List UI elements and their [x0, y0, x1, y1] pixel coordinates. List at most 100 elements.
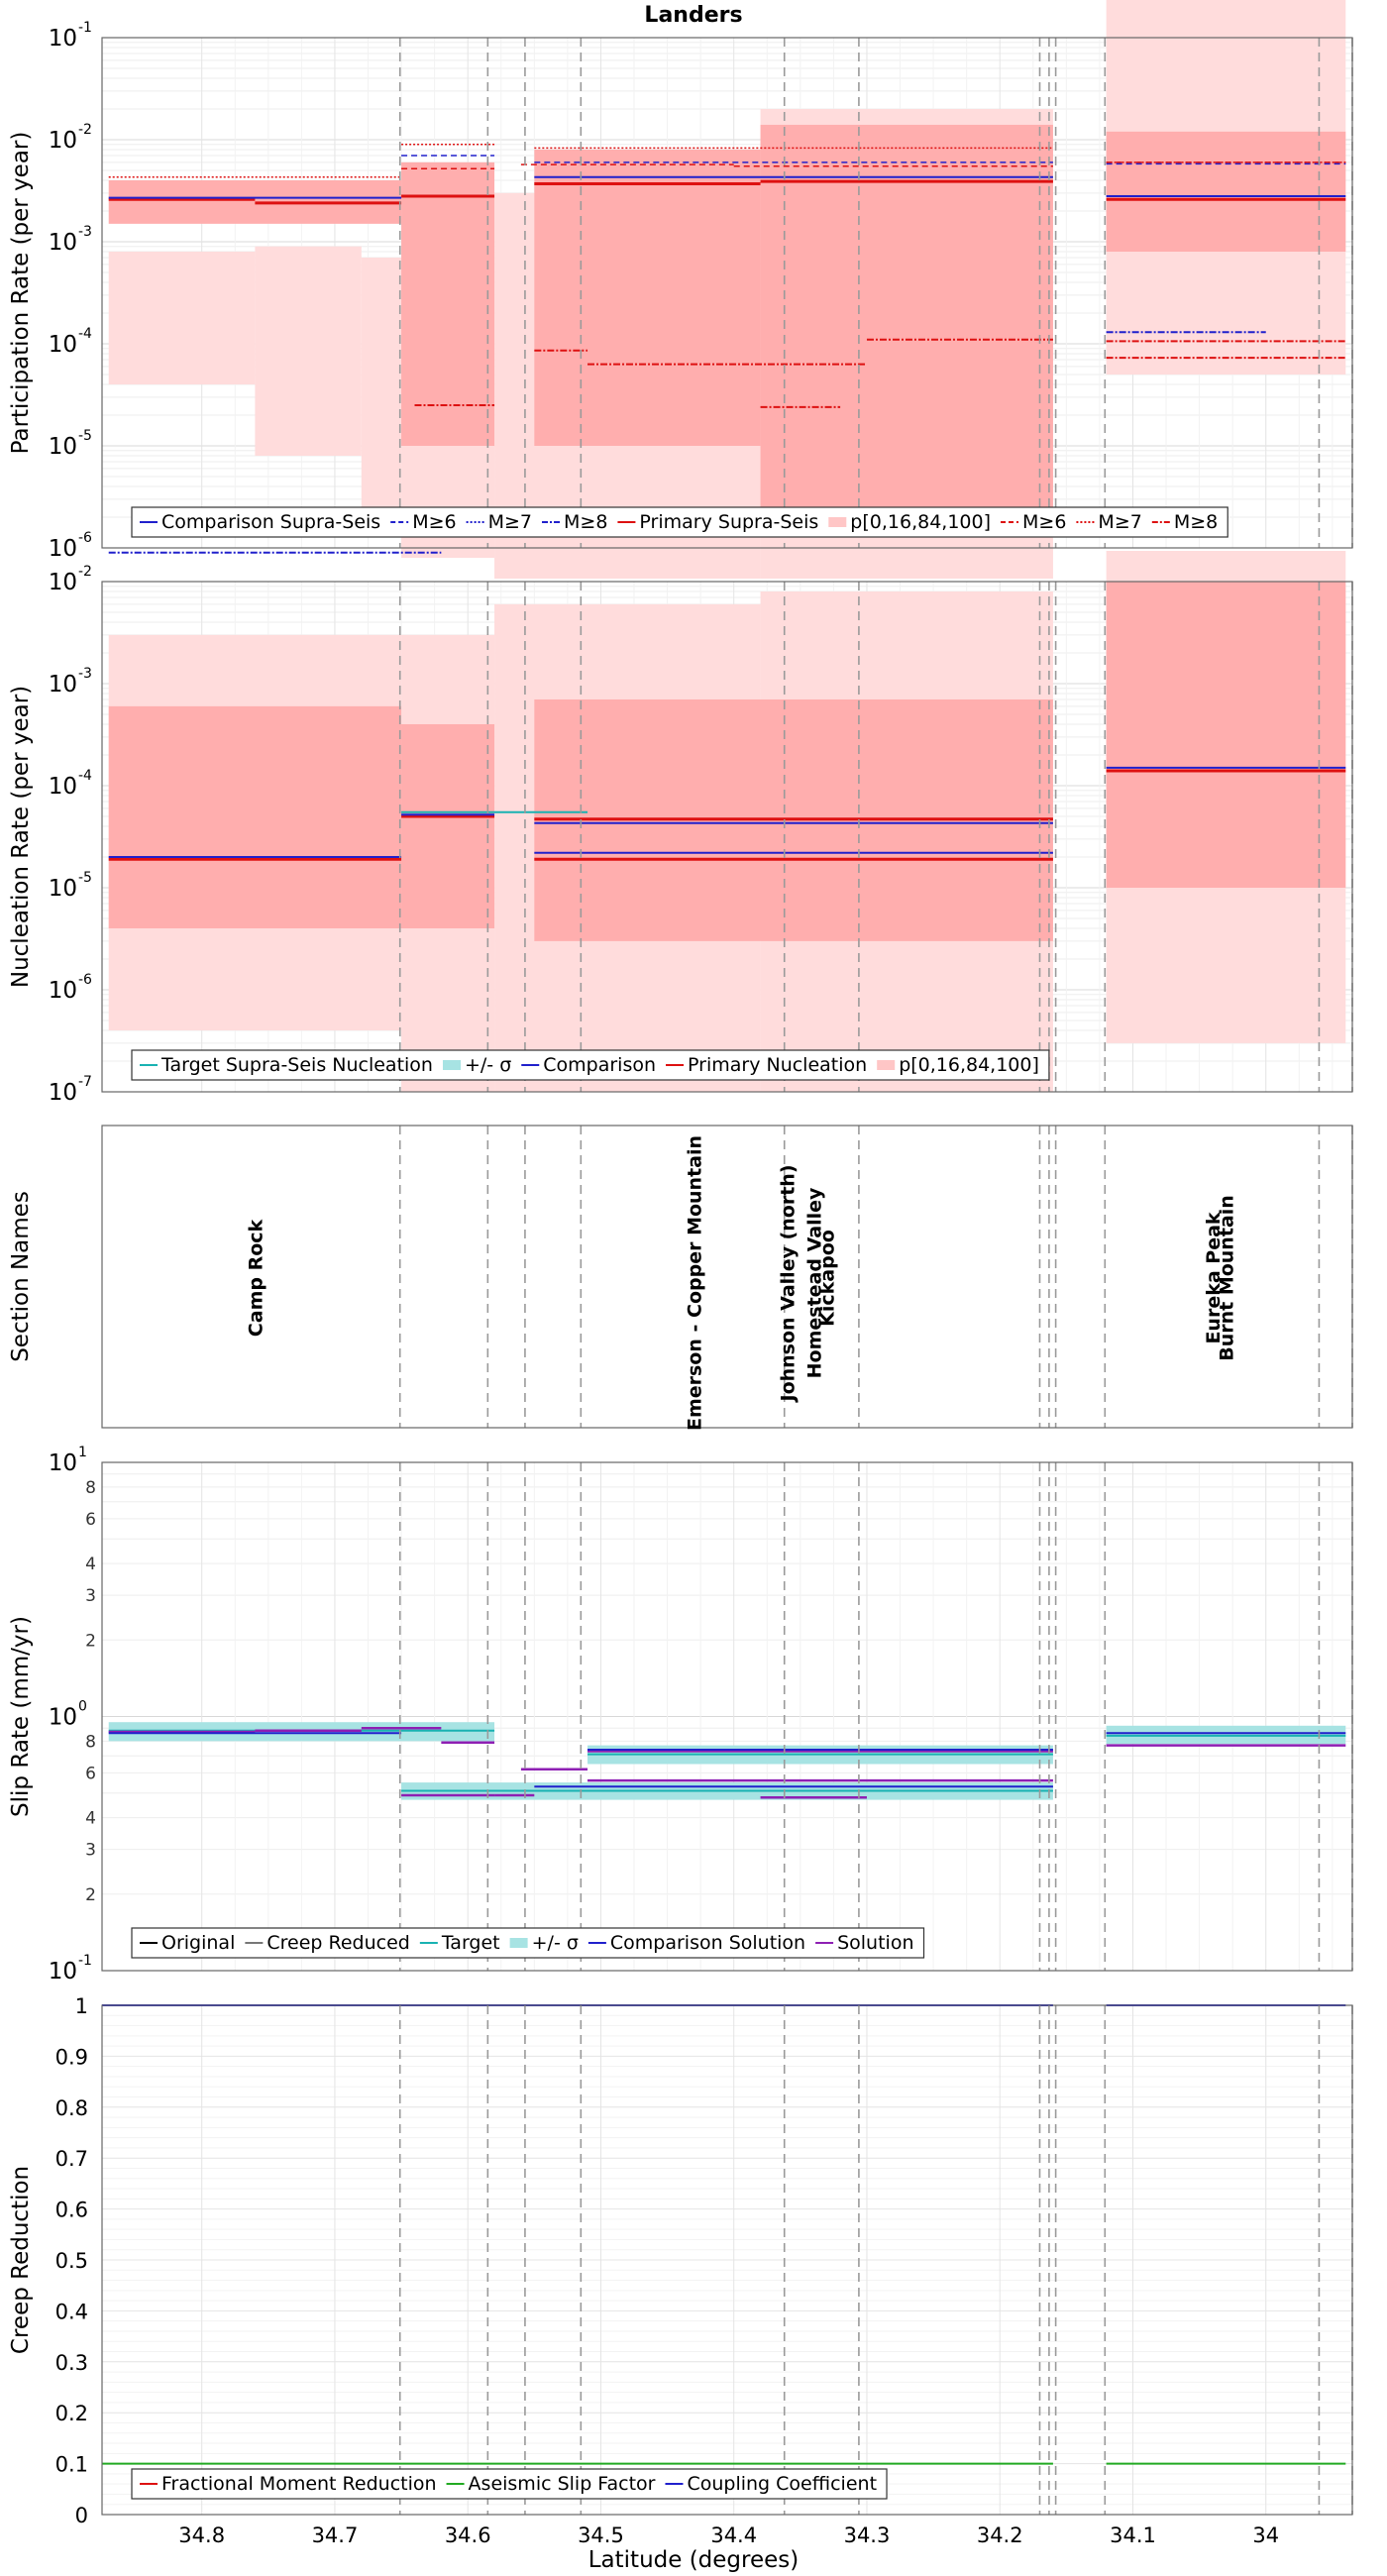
x-tick-label: 34.3	[844, 2523, 891, 2547]
legend-entry-label: M≥7	[1098, 511, 1141, 533]
y-tick-exponent: -1	[78, 1953, 92, 1969]
y-minor-tick-label: 4	[85, 1555, 96, 1574]
y-minor-tick-label: 3	[85, 1841, 96, 1861]
y-tick-label: 10	[49, 536, 77, 562]
y-minor-tick-label: 8	[85, 1732, 96, 1752]
legend-entry-label: M≥6	[412, 511, 456, 533]
y-tick-exponent: -2	[78, 122, 92, 138]
y-tick-exponent: -6	[78, 972, 92, 988]
legend-box	[131, 1927, 925, 1959]
band-outer	[361, 257, 402, 517]
section-names-panel: Camp Rock Emerson - Copper Mountain Johnso…	[8, 1125, 1353, 1431]
y-tick-label: 0.5	[55, 2249, 88, 2273]
y-tick-label: 10	[49, 876, 77, 902]
band-outer	[255, 246, 362, 456]
y-tick-label: 10	[49, 128, 77, 154]
y-tick-exponent: -7	[78, 1074, 92, 1090]
section-name-label: Emerson - Copper Mountain	[684, 1135, 705, 1431]
legend-entry-label: M≥8	[1174, 511, 1218, 533]
legend-entry-label: p[0,16,84,100]	[899, 1054, 1039, 1076]
y-axis-label: Nucleation Rate (per year)	[8, 686, 34, 988]
legend-entry-label: M≥7	[488, 511, 532, 533]
legend-box	[131, 506, 1228, 538]
y-tick-label: 10	[49, 332, 77, 358]
y-tick-exponent: -3	[78, 666, 92, 682]
band-inner	[108, 705, 402, 928]
y-tick-label: 0.3	[55, 2351, 88, 2375]
band-inner	[1106, 582, 1346, 888]
x-tick-label: 34.8	[178, 2523, 225, 2547]
legend-entry-label: Comparison	[543, 1054, 656, 1076]
y-tick-label: 0.2	[55, 2402, 88, 2425]
plot-border	[101, 2004, 1353, 2516]
y-tick-label: 10	[49, 570, 77, 595]
y-minor-tick-label: 2	[85, 1885, 96, 1905]
creep-reduction-panel: 0 0.1 0.2 0.3 0.4 0.5 0.6 0.7 0.8 0.9 1 34.8 34.7 34.…	[8, 1994, 1353, 2547]
legend-entry-label: Original	[161, 1932, 235, 1954]
legend-entry-label: Comparison Solution	[610, 1932, 805, 1954]
y-tick-exponent: -6	[78, 530, 92, 546]
y-minor-tick-label: 6	[85, 1510, 96, 1530]
y-tick-label: 10	[49, 1959, 77, 1985]
y-tick-exponent: -4	[78, 326, 92, 342]
y-tick-label: 10	[49, 230, 77, 256]
legend: Original Creep Reduced Target +/- σ Comparis…	[131, 1927, 925, 1959]
x-tick-label: 34	[1252, 2523, 1279, 2547]
legend-entry-label: Comparison Supra-Seis	[161, 511, 380, 533]
plot-border	[101, 37, 1353, 549]
y-tick-label: 0	[75, 2504, 88, 2527]
legend-box	[131, 2468, 888, 2500]
x-tick-label: 34.1	[1110, 2523, 1156, 2547]
x-axis-label: Latitude (degrees)	[588, 2547, 800, 2573]
y-tick-label: 10	[49, 1080, 77, 1106]
legend: Fractional Moment Reduction Aseismic Slip…	[131, 2468, 888, 2500]
y-tick-exponent: -2	[78, 564, 92, 580]
band-inner	[534, 149, 761, 446]
legend-entry-label: p[0,16,84,100]	[850, 511, 991, 533]
y-minor-tick-label: 8	[85, 1478, 96, 1498]
y-tick-exponent: -1	[78, 20, 92, 36]
y-tick-label: 0.9	[55, 2045, 88, 2069]
y-tick-label: 0.1	[55, 2453, 88, 2477]
y-tick-exponent: -5	[78, 428, 92, 444]
y-tick-exponent: 0	[78, 1699, 87, 1715]
y-tick-exponent: -4	[78, 768, 92, 784]
legend: Target Supra-Seis Nucleation +/- σ Compari…	[131, 1049, 1050, 1081]
legend-entry-label: +/- σ	[465, 1054, 511, 1076]
y-tick-label: 0.8	[55, 2096, 88, 2120]
y-tick-label: 10	[49, 26, 77, 52]
x-tick-label: 34.5	[578, 2523, 624, 2547]
legend-entry-label: Primary Supra-Seis	[639, 511, 818, 533]
y-tick-exponent: -3	[78, 224, 92, 240]
x-tick-label: 34.2	[977, 2523, 1023, 2547]
y-tick-label: 10	[49, 1450, 77, 1476]
y-tick-label: 10	[49, 672, 77, 698]
y-minor-tick-label: 3	[85, 1586, 96, 1606]
section-name-label: Burnt Mountain	[1216, 1195, 1237, 1361]
x-tick-label: 34.6	[445, 2523, 491, 2547]
y-tick-label: 0.7	[55, 2147, 88, 2171]
y-minor-tick-label: 2	[85, 1631, 96, 1651]
y-axis-label: Creep Reduction	[8, 2166, 34, 2354]
x-tick-label: 34.7	[312, 2523, 359, 2547]
y-tick-label: 10	[49, 434, 77, 460]
legend-entry-label: M≥6	[1022, 511, 1066, 533]
y-axis-label: Section Names	[8, 1191, 34, 1362]
section-name-label: Kickapoo	[817, 1230, 839, 1327]
y-tick-label: 0.6	[55, 2199, 88, 2222]
y-minor-tick-label: 6	[85, 1764, 96, 1783]
legend: Comparison Supra-Seis M≥6 M≥7 M≥8 Primary Su…	[131, 506, 1228, 538]
legend-entry-label: M≥8	[564, 511, 607, 533]
x-tick-label: 34.4	[710, 2523, 757, 2547]
legend-entry-label: Aseismic Slip Factor	[469, 2473, 656, 2495]
y-axis-label: Participation Rate (per year)	[8, 132, 34, 455]
y-minor-tick-label: 4	[85, 1809, 96, 1829]
legend-box	[131, 1049, 1050, 1081]
legend-entry-label: Creep Reduced	[267, 1932, 409, 1954]
legend-entry-label: Solution	[837, 1932, 913, 1954]
y-tick-label: 10	[49, 978, 77, 1004]
